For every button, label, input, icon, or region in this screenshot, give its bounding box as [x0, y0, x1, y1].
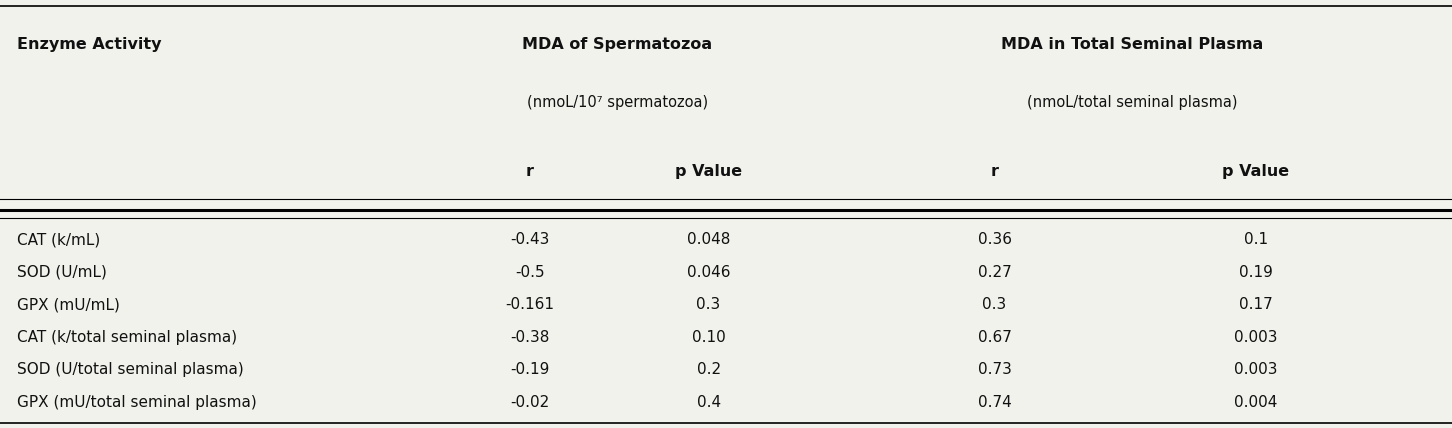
Text: p Value: p Value: [675, 163, 742, 179]
Text: 0.10: 0.10: [691, 330, 726, 345]
Text: -0.5: -0.5: [515, 265, 544, 280]
Text: 0.004: 0.004: [1234, 395, 1278, 410]
Text: p Value: p Value: [1223, 163, 1289, 179]
Text: GPX (mU/total seminal plasma): GPX (mU/total seminal plasma): [17, 395, 257, 410]
Text: 0.3: 0.3: [983, 297, 1006, 312]
Text: -0.43: -0.43: [510, 232, 550, 247]
Text: 0.74: 0.74: [977, 395, 1012, 410]
Text: MDA in Total Seminal Plasma: MDA in Total Seminal Plasma: [1002, 37, 1263, 53]
Text: 0.046: 0.046: [687, 265, 730, 280]
Text: -0.19: -0.19: [510, 362, 550, 377]
Text: 0.73: 0.73: [977, 362, 1012, 377]
Text: 0.048: 0.048: [687, 232, 730, 247]
Text: -0.02: -0.02: [510, 395, 550, 410]
Text: 0.4: 0.4: [697, 395, 720, 410]
Text: 0.003: 0.003: [1234, 330, 1278, 345]
Text: 0.3: 0.3: [697, 297, 720, 312]
Text: SOD (U/mL): SOD (U/mL): [17, 265, 107, 280]
Text: (nmoL/total seminal plasma): (nmoL/total seminal plasma): [1028, 95, 1237, 110]
Text: (nmoL/10⁷ spermatozoa): (nmoL/10⁷ spermatozoa): [527, 95, 707, 110]
Text: GPX (mU/mL): GPX (mU/mL): [17, 297, 121, 312]
Text: r: r: [526, 163, 534, 179]
Text: -0.38: -0.38: [510, 330, 550, 345]
Text: SOD (U/total seminal plasma): SOD (U/total seminal plasma): [17, 362, 244, 377]
Text: 0.36: 0.36: [977, 232, 1012, 247]
Text: -0.161: -0.161: [505, 297, 555, 312]
Text: 0.003: 0.003: [1234, 362, 1278, 377]
Text: 0.17: 0.17: [1239, 297, 1273, 312]
Text: Enzyme Activity: Enzyme Activity: [17, 37, 163, 53]
Text: 0.67: 0.67: [977, 330, 1012, 345]
Text: 0.2: 0.2: [697, 362, 720, 377]
Text: 0.1: 0.1: [1244, 232, 1268, 247]
Text: MDA of Spermatozoa: MDA of Spermatozoa: [523, 37, 711, 53]
Text: 0.19: 0.19: [1239, 265, 1273, 280]
Text: CAT (k/total seminal plasma): CAT (k/total seminal plasma): [17, 330, 238, 345]
Text: r: r: [990, 163, 999, 179]
Text: CAT (k/mL): CAT (k/mL): [17, 232, 100, 247]
Text: 0.27: 0.27: [977, 265, 1012, 280]
